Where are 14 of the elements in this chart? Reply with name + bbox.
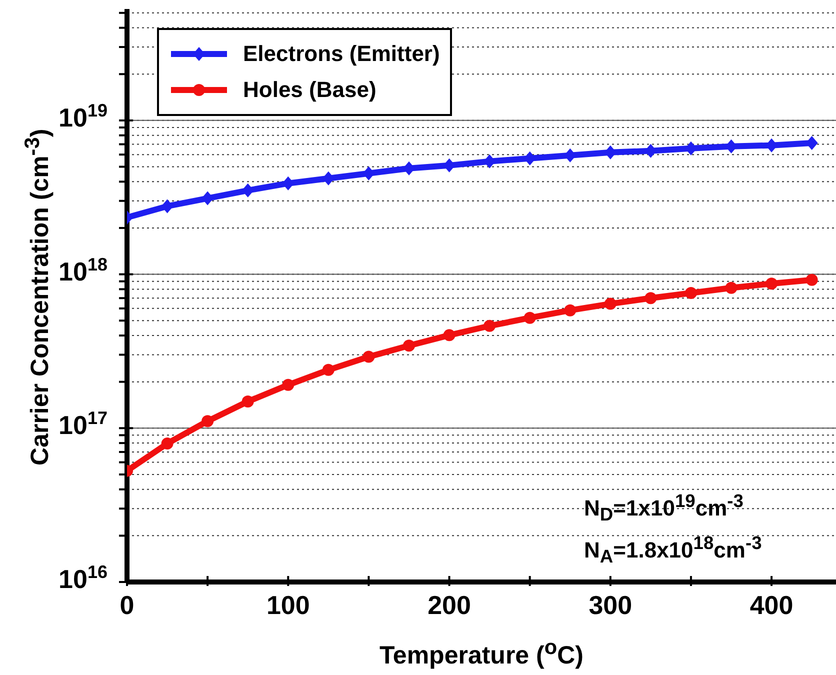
x-axis-title: Temperature ($^{o}$C) xyxy=(378,636,584,670)
y-tick-label: 10$^{16}$ xyxy=(58,562,108,594)
y-tick-label: 10$^{18}$ xyxy=(58,254,108,286)
annotation: N$_{A}$=1.8x10$^{18}$cm$^{-3}$ xyxy=(584,532,762,568)
y-tick-label: 10$^{19}$ xyxy=(58,100,108,132)
x-tick-label: 200 xyxy=(428,590,471,620)
legend-label: Electrons (Emitter) xyxy=(243,41,440,67)
y-tick-label: 10$^{17}$ xyxy=(58,408,108,440)
legend-label: Holes (Base) xyxy=(243,77,376,103)
x-tick-label: 100 xyxy=(266,590,310,620)
annotation: N$_{D}$=1x10$^{19}$cm$^{-3}$ xyxy=(584,490,744,526)
x-tick-label: 0 xyxy=(120,590,134,620)
x-tick-label: 300 xyxy=(588,590,632,620)
x-tick-label: 400 xyxy=(750,590,794,620)
